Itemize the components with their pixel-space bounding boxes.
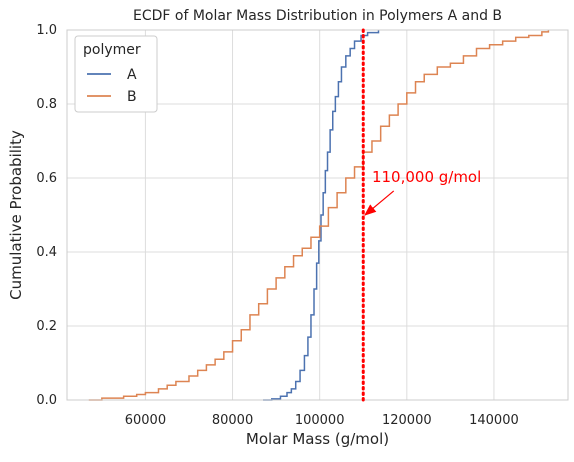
plot-layer (88, 30, 550, 401)
y-axis-label: Cumulative Probability (7, 130, 25, 300)
y-tick-label: 0.6 (36, 171, 57, 186)
annotation-arrow (364, 190, 395, 216)
y-tick-label: 0.4 (36, 245, 57, 260)
x-tick-label: 100000 (295, 413, 345, 428)
legend-entry-a: A (127, 67, 137, 83)
axis-layer: 60000 80000 100000 120000 140000 0.0 0.2 0.4 0.6… (36, 23, 569, 428)
x-tick-label: 120000 (382, 413, 432, 428)
x-axis-label: Molar Mass (g/mol) (246, 430, 389, 448)
plot-frame (66, 29, 569, 401)
legend: polymer AB (74, 35, 158, 113)
y-tick-label: 0.0 (36, 393, 57, 408)
annotation-layer: 110,000 g/mol (361, 28, 481, 402)
x-tick-label: 60000 (125, 413, 166, 428)
y-tick-label: 0.2 (36, 319, 57, 334)
legend-title: polymer (83, 42, 141, 58)
y-tick-label: 0.8 (36, 97, 57, 112)
y-tick-label: 1.0 (36, 23, 57, 38)
chart-title: ECDF of Molar Mass Distribution in Polym… (133, 8, 502, 24)
x-tick-label: 80000 (212, 413, 253, 428)
x-tick-label: 140000 (469, 413, 519, 428)
legend-entry-b: B (127, 89, 137, 105)
series-line-b (88, 30, 550, 401)
series-line-a (263, 30, 380, 401)
legend-box (74, 35, 158, 113)
annotation-text: 110,000 g/mol (372, 168, 481, 186)
